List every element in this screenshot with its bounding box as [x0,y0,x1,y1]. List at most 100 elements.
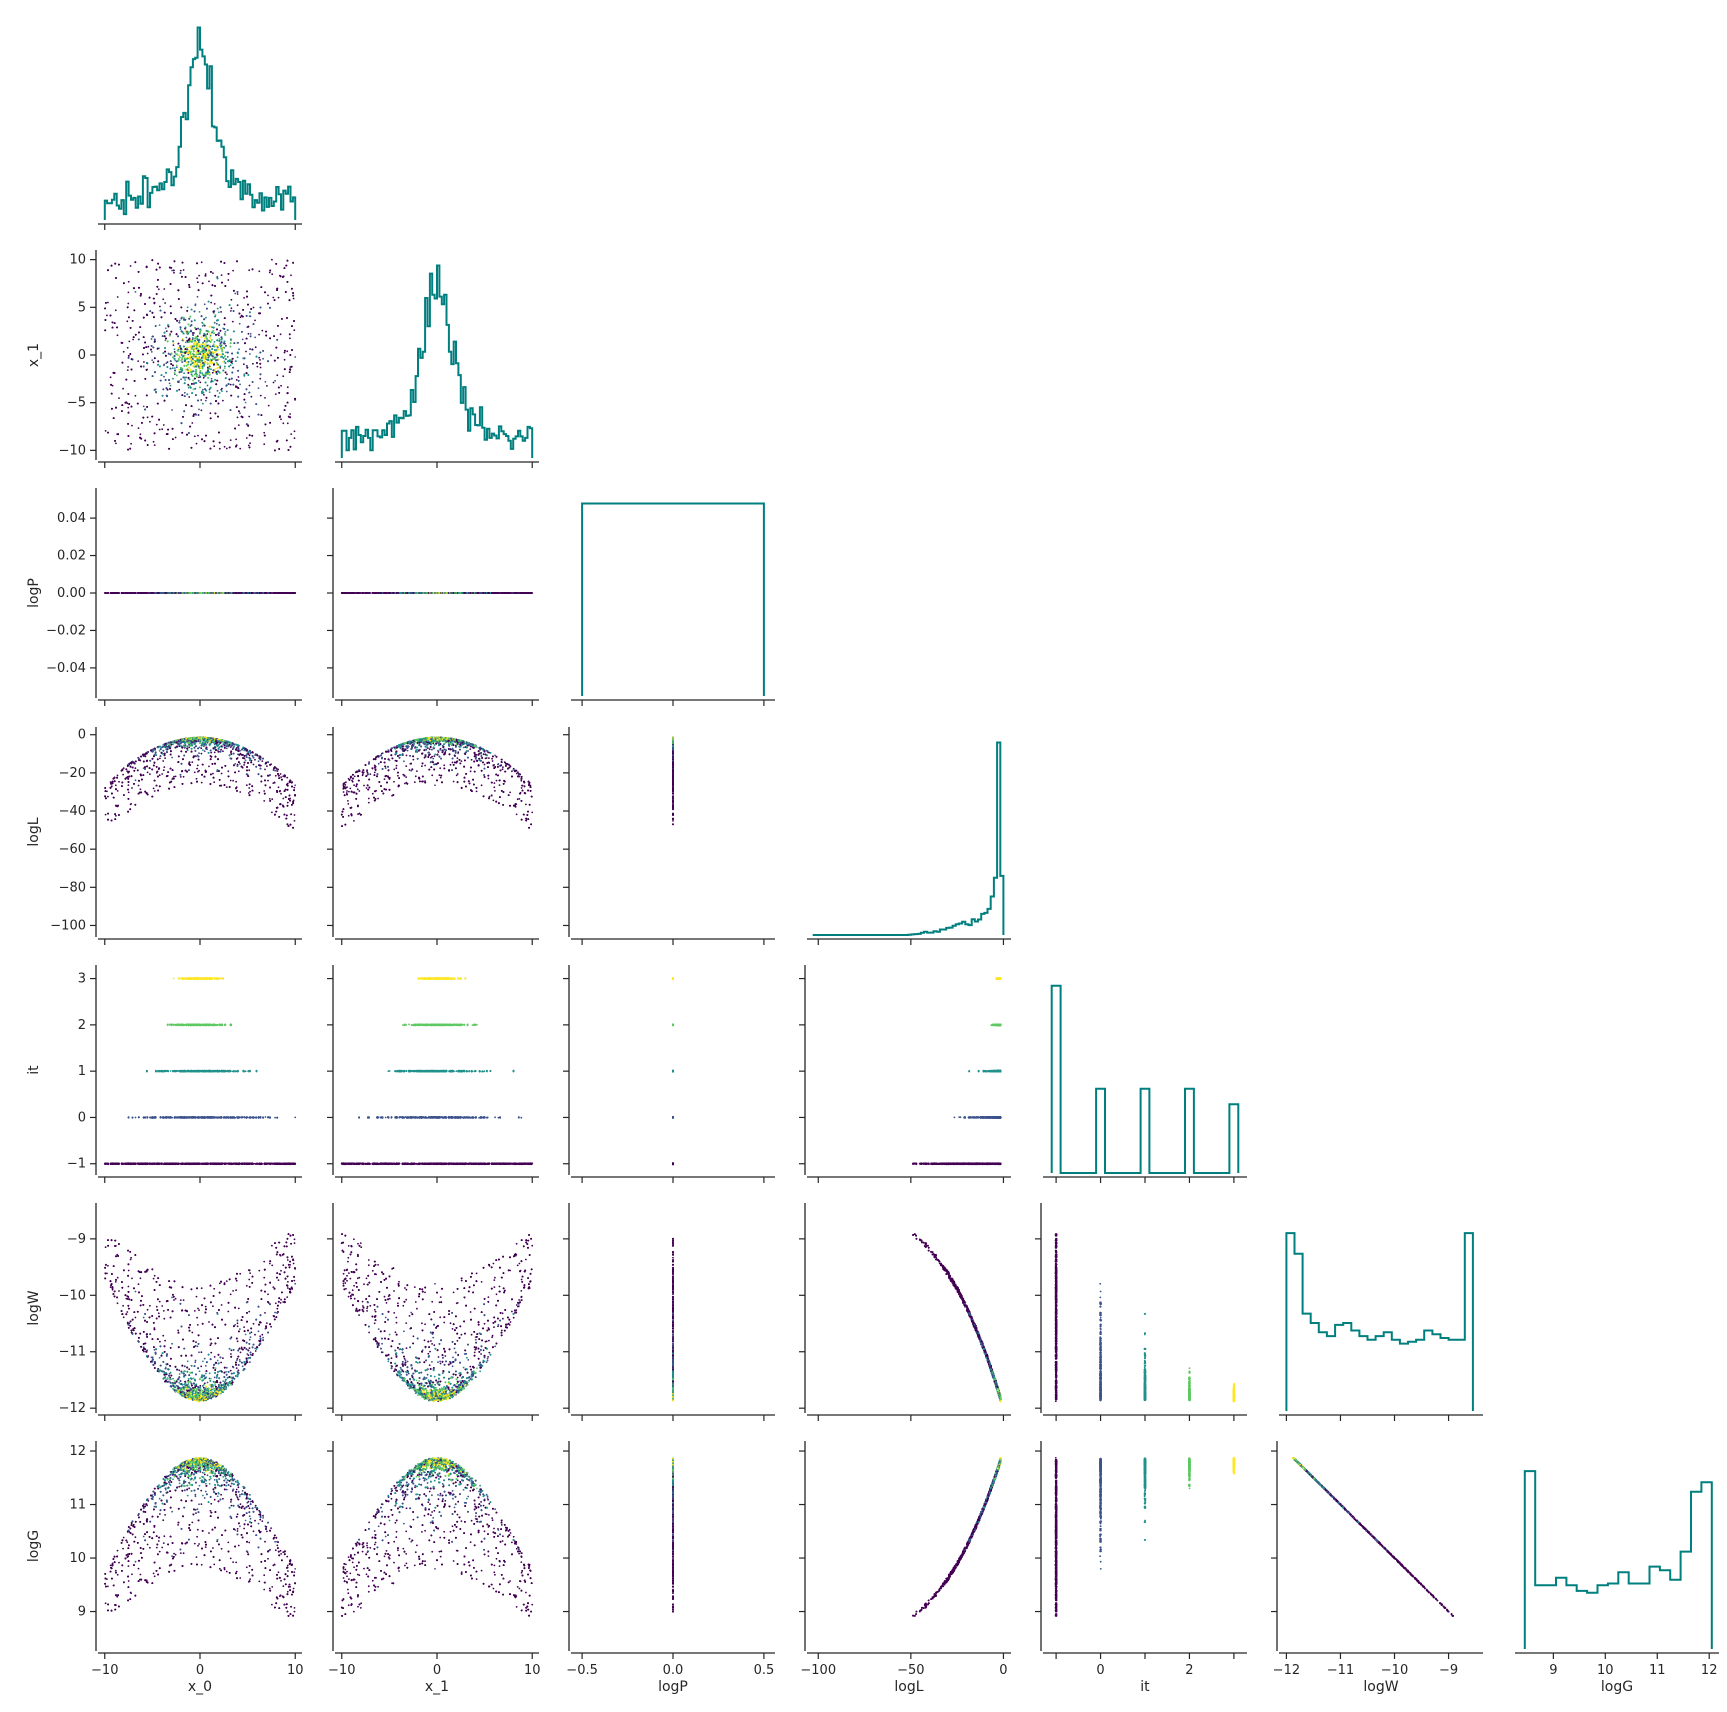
scatter-point [181,361,183,363]
scatter-point [171,270,173,272]
scatter-point [166,330,168,332]
scatter-point [250,333,252,335]
scatter-point [224,347,226,349]
scatter-point [237,342,239,344]
scatter-point [158,288,160,290]
scatter-point [245,402,247,404]
scatter-point [289,413,291,415]
scatter-point [196,277,198,279]
scatter-point [123,351,125,353]
scatter-point [163,424,165,426]
scatter-point [258,334,260,336]
scatter-point [192,338,194,340]
scatter-point [271,273,273,275]
scatter-point [235,439,237,441]
scatter-point [268,405,270,407]
scatter-point [227,279,229,281]
scatter-point [147,346,149,348]
scatter-point [201,409,203,411]
scatter-point [178,355,180,357]
scatter-point [117,296,119,298]
scatter-point [126,320,128,322]
scatter-point [128,281,130,283]
scatter-point [149,421,151,423]
scatter-point [284,352,286,354]
scatter-point [174,348,176,350]
scatter-x_0-x_1 [104,259,296,451]
scatter-point [197,296,199,298]
scatter-point [263,443,265,445]
scatter-point [278,297,280,299]
scatter-point [226,448,228,450]
scatter-point [202,374,204,376]
scatter-point [164,302,166,304]
scatter-point [252,363,254,365]
scatter-point [230,384,232,386]
scatter-point [230,439,232,441]
scatter-point [115,443,117,445]
scatter-point [221,390,223,392]
scatter-point [239,448,241,450]
scatter-point [173,342,175,344]
scatter-point [203,394,205,396]
scatter-point [274,380,276,382]
scatter-point [219,392,221,394]
scatter-point [294,430,296,432]
scatter-point [219,365,221,367]
scatter-point [212,272,214,274]
scatter-point [248,445,250,447]
scatter-point [169,383,171,385]
scatter-point [290,274,292,276]
scatter-point [196,443,198,445]
scatter-point [238,424,240,426]
scatter-point [130,443,132,445]
scatter-point [286,350,288,352]
scatter-point [174,367,176,369]
scatter-point [238,376,240,378]
scatter-point [262,358,264,360]
scatter-point [205,273,207,275]
scatter-point [198,380,200,382]
scatter-point [130,265,132,267]
scatter-point [242,339,244,341]
scatter-point [222,400,224,402]
scatter-point [171,409,173,411]
scatter-point [218,334,220,336]
scatter-point [202,325,204,327]
scatter-point [127,366,129,368]
scatter-point [214,303,216,305]
scatter-point [138,427,140,429]
scatter-point [127,369,129,371]
scatter-point [280,333,282,335]
scatter-point [187,307,189,309]
scatter-point [143,361,145,363]
scatter-point [219,367,221,369]
scatter-point [267,295,269,297]
scatter-point [260,367,262,369]
scatter-point [227,356,229,358]
scatter-point [192,380,194,382]
scatter-point [261,330,263,332]
scatter-point [188,396,190,398]
scatter-point [151,359,153,361]
scatter-point [173,272,175,274]
scatter-point [243,297,245,299]
scatter-point [151,351,153,353]
scatter-point [122,388,124,390]
scatter-point [183,365,185,367]
scatter-point [117,334,119,336]
scatter-point [258,357,260,359]
scatter-point [183,372,185,374]
scatter-point [164,340,166,342]
panel-grid: 1050−5−10x_10.040.020.00−0.02−0.04logP0−… [26,28,1719,1696]
scatter-point [237,417,239,419]
scatter-point [202,342,204,344]
scatter-point [280,418,282,420]
scatter-point [225,352,227,354]
scatter-point [294,437,296,439]
scatter-point [187,384,189,386]
scatter-point [174,351,176,353]
scatter-point [210,338,212,340]
scatter-point [232,321,234,323]
scatter-point [243,363,245,365]
